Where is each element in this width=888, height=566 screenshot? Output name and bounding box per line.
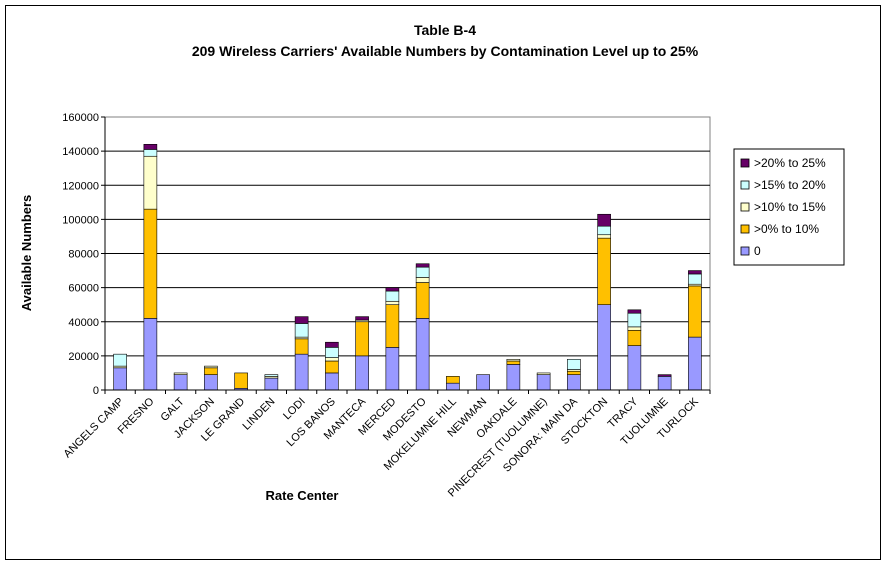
bar-segment [657,376,672,391]
bar-segment [385,347,400,391]
bar-segment [688,273,702,285]
x-tick-label: LODI [281,396,308,423]
bar-segment [597,213,611,227]
bar-segment [325,357,339,362]
bar-segment [294,353,309,391]
bar-segment [597,237,611,305]
bar-segment [415,282,430,319]
legend-box [733,148,845,266]
bar-segment [567,358,581,370]
bar-segment [294,338,309,355]
y-tick-label: 100000 [62,214,99,226]
bar-segment [325,347,339,358]
bar-segment [385,290,400,302]
x-tick-label: LINDEN [240,396,277,433]
bar-segment [355,316,369,321]
bar-segment [657,374,672,377]
bar-segment [385,304,400,348]
bar-segment [173,374,188,391]
bar-segment [204,367,218,375]
bar-segment [597,304,611,391]
bar-segment [113,353,127,367]
bar-segment [506,360,521,365]
bar-segment [688,285,702,338]
legend: >20% to 25% >15% to 20% >10% to 15% >0% to … [733,148,845,266]
bar-segment [355,321,369,357]
bar-segment [325,341,339,348]
bar-segment [294,323,309,338]
legend-label: >15% to 20% [754,178,826,192]
bar-segment [143,155,158,210]
bar-segment [446,376,460,384]
bar-segment [355,355,369,391]
legend-swatch [740,224,750,234]
bar-segment [415,318,430,391]
bar-segment [506,358,521,362]
y-axis-title: Available Numbers [19,195,34,312]
y-tick-label: 60000 [68,283,99,295]
y-tick-label: 40000 [68,317,99,329]
legend-label: >20% to 25% [754,156,826,170]
bar-segment [567,374,581,391]
bar-segment [143,208,158,319]
legend-swatch [740,180,750,190]
y-tick-label: 140000 [62,146,99,158]
bar-segment [627,312,642,328]
bar-segment [446,382,460,391]
y-tick-label: 120000 [62,180,99,192]
bar-segment [567,370,581,375]
bar-segment [597,225,611,236]
legend-swatch [740,246,750,256]
bar-segment [688,270,702,275]
bar-segment [113,367,127,391]
bar-segment [204,374,218,391]
y-axis-ticks: 0 20000 40000 60000 80000 100000 120000 140000 1… [62,112,106,397]
bar-segment [688,336,702,391]
bar-segment [627,329,642,346]
chart-subtitle: 209 Wireless Carriers' Available Numbers… [192,43,699,59]
bar-segment [415,277,430,283]
bar-segment [385,300,400,305]
bar-segment [264,377,279,391]
bar-segment [536,372,551,375]
bar-segment [143,144,158,150]
y-tick-label: 20000 [68,351,99,363]
bar-segment [415,266,430,278]
bar-segment [143,318,158,391]
legend-label: >10% to 15% [754,200,826,214]
bar-segment [294,316,309,324]
bar-segment [476,374,490,391]
bar-segment [234,372,248,389]
bar-segment [627,326,642,331]
bar-segment [325,360,339,374]
bar-segment [385,287,400,292]
bar-segment [325,372,339,391]
bar-segment [415,263,430,268]
bar-segment [173,372,188,375]
bar-segment [627,345,642,391]
bar-segment [264,374,279,377]
bar-segment [597,234,611,239]
legend-label: >0% to 10% [754,222,819,236]
x-tick-label: GALT [159,395,187,423]
bar-segment [536,374,551,391]
bar-segment [204,365,218,369]
y-tick-label: 160000 [62,112,99,124]
bar-segment [143,149,158,157]
legend-label: 0 [754,244,761,258]
bar-segment [506,364,521,391]
legend-swatch [740,158,750,168]
y-tick-label: 80000 [68,249,99,261]
legend-swatch [740,202,750,212]
bar-segment [627,309,642,314]
bars [113,144,702,391]
y-tick-label: 0 [93,385,99,397]
chart-title: Table B-4 [414,22,476,38]
x-axis-title: Rate Center [266,488,339,503]
